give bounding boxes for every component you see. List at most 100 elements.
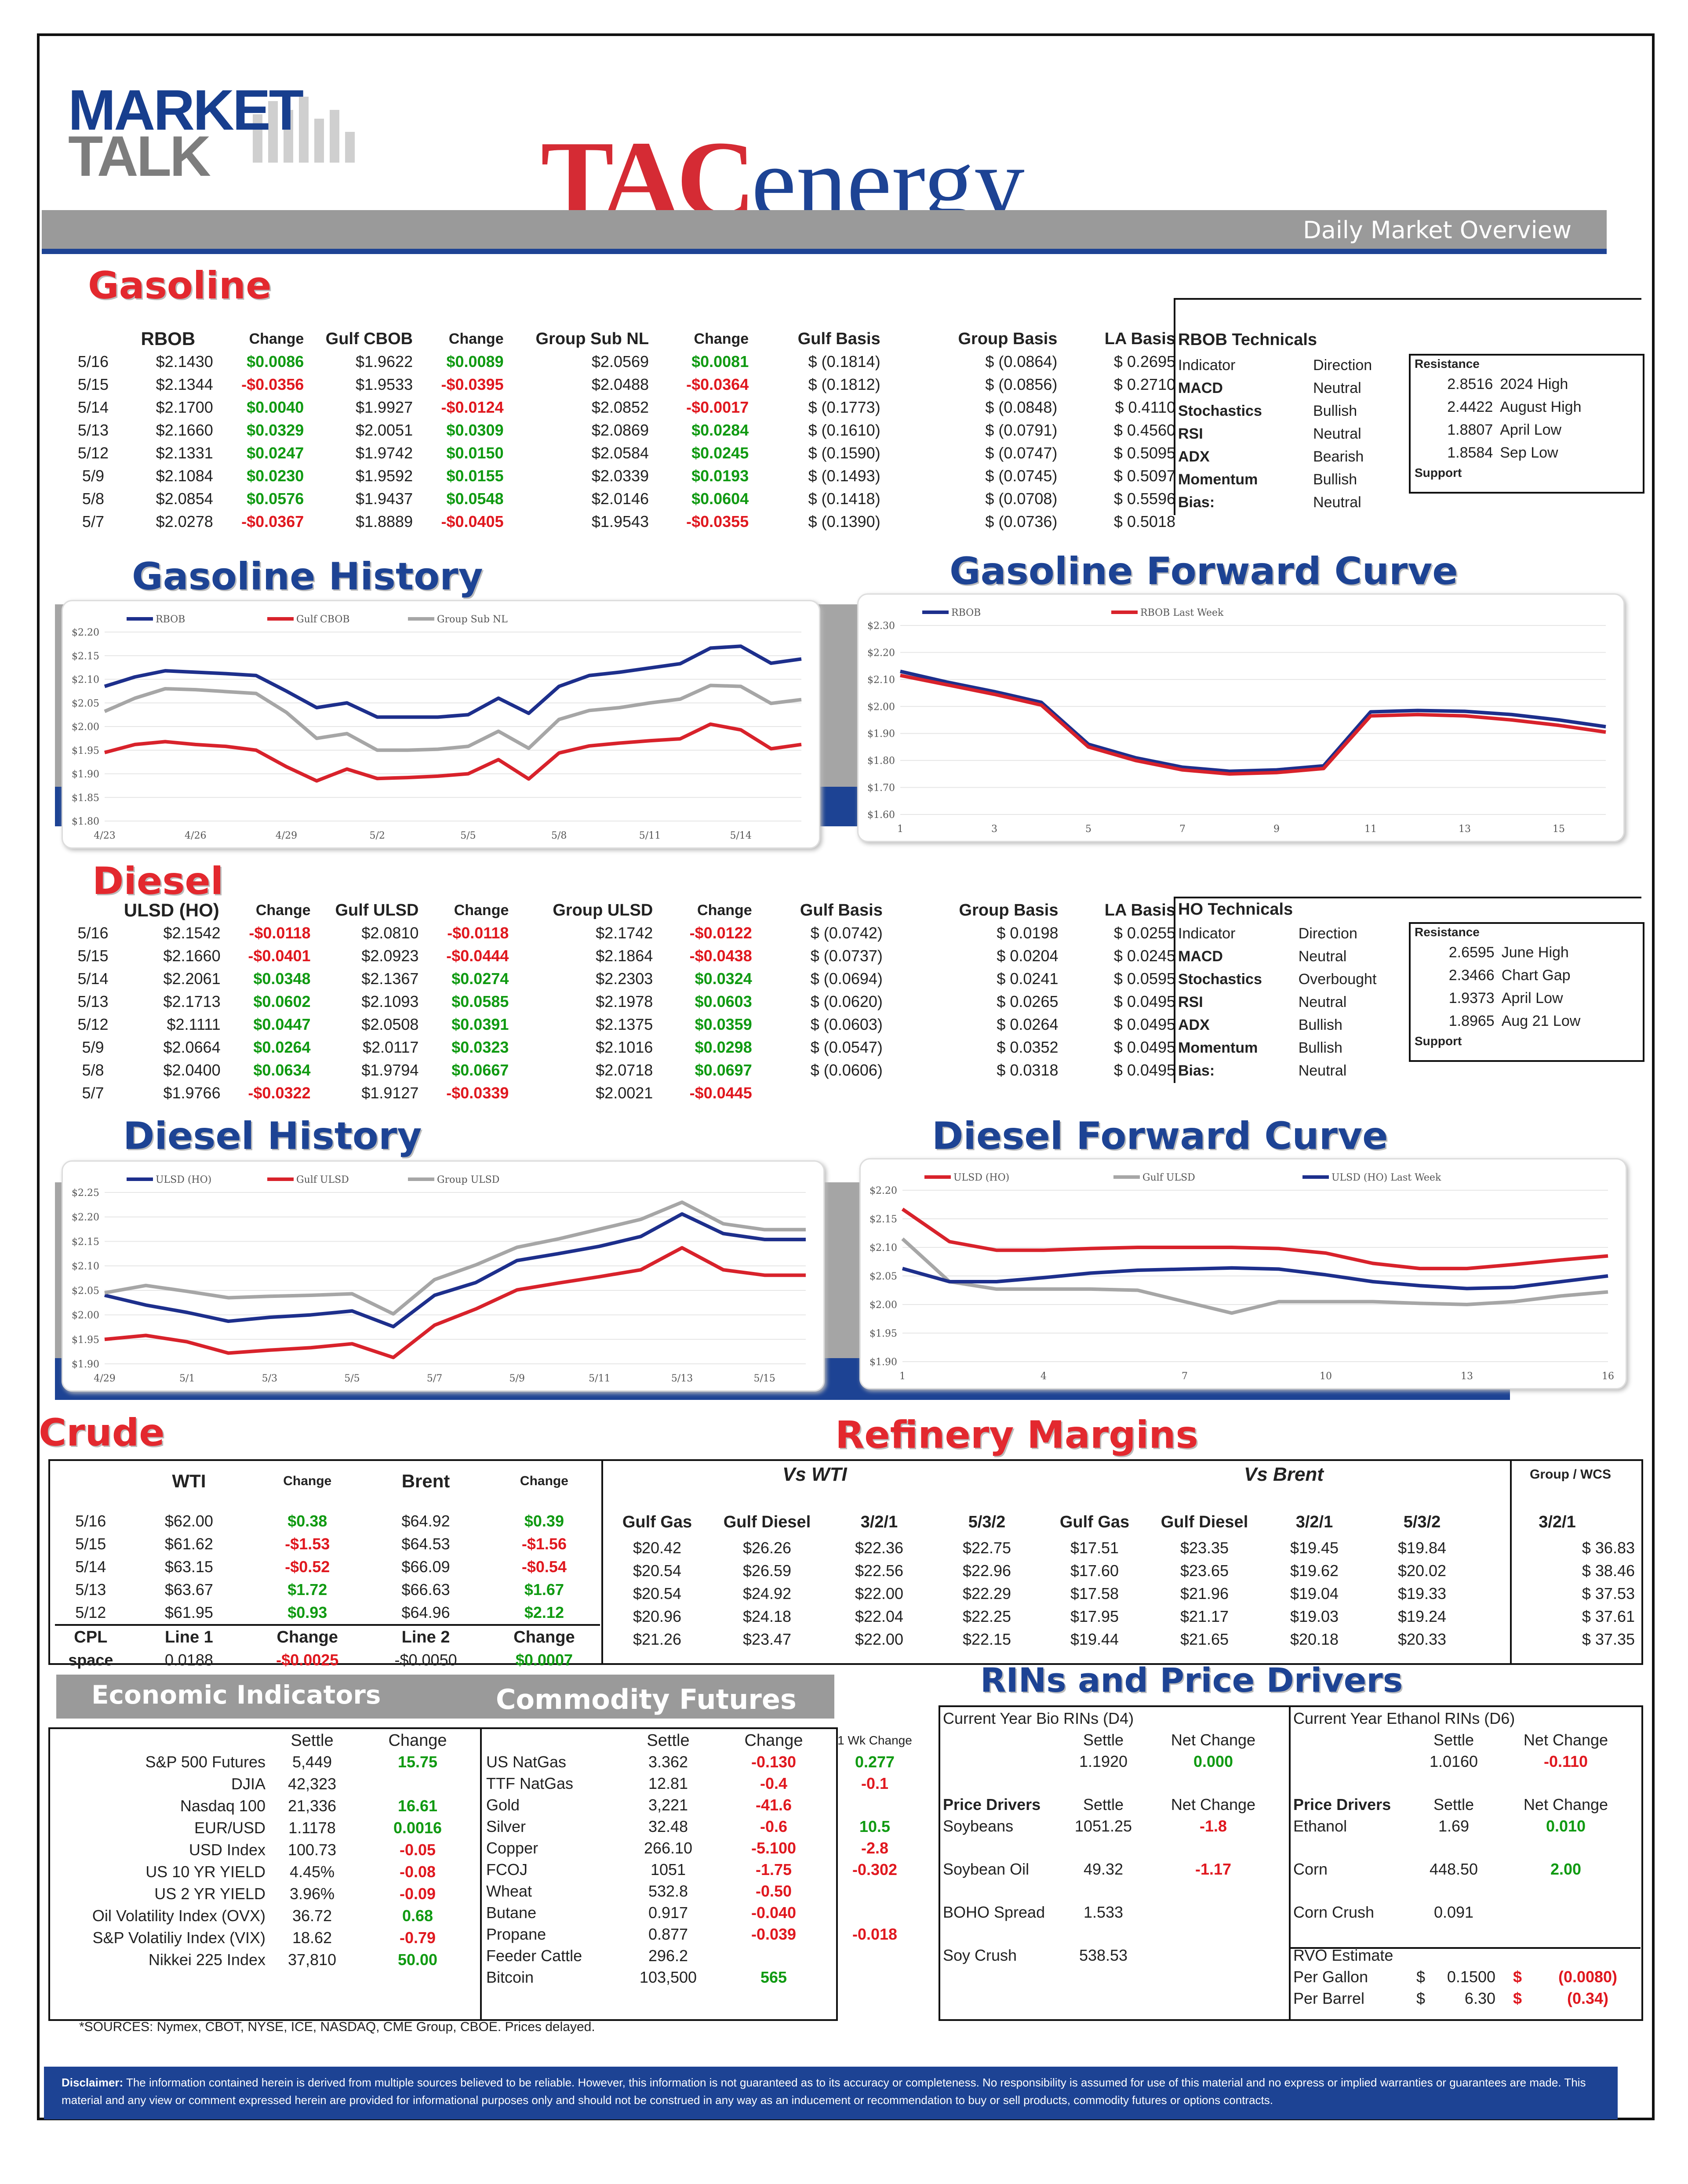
gasoline-title: Gasoline xyxy=(88,264,272,308)
x-tick-label: 5/7 xyxy=(427,1373,442,1384)
x-tick-label: 5/13 xyxy=(671,1373,693,1384)
column-header: Change xyxy=(697,901,752,919)
commodity-change: -5.100 xyxy=(751,1839,797,1857)
x-tick-label: 13 xyxy=(1459,824,1471,835)
gasoline-table: RBOB Change Gulf CBOB Change Group Sub NL Cha… xyxy=(66,327,1178,533)
indicator-settle: 18.62 xyxy=(292,1929,332,1947)
rins-cell: Current Year Bio RINs (D4) xyxy=(943,1709,1134,1727)
table-cell: $ 0.0255 xyxy=(1113,924,1175,942)
space-cell: -$0.0025 xyxy=(276,1651,339,1669)
table-cell: $ 0.0595 xyxy=(1113,970,1175,988)
rins-right: Current Year Ethanol RINs (D6) Settle Net … xyxy=(1293,1708,1638,2009)
x-tick-label: 5/11 xyxy=(639,830,661,841)
table-cell: $0.0309 xyxy=(446,421,504,439)
rins-row xyxy=(943,1923,1286,1944)
commodity-change: -0.039 xyxy=(751,1925,797,1943)
rins-row: Soybean Oil 49.32 -1.17 xyxy=(943,1858,1286,1880)
table-row: 5/16 $62.00 $0.38 $64.92 $0.39 xyxy=(55,1510,600,1533)
table-cell: $ 0.2695 xyxy=(1113,352,1175,371)
column-header xyxy=(66,899,120,922)
rins-row: Settle Net Change xyxy=(943,1729,1286,1751)
table-cell: 5/8 xyxy=(82,1061,104,1079)
column-header: Group Sub NL xyxy=(535,329,649,348)
table-cell: $ 0.5018 xyxy=(1113,512,1175,531)
rins-row: Soybeans 1051.25 -1.8 xyxy=(943,1815,1286,1837)
resistance-label: Resistance xyxy=(1415,925,1480,939)
table-cell: $62.00 xyxy=(164,1512,213,1530)
table-cell: $0.0298 xyxy=(695,1038,752,1056)
rins-row xyxy=(1293,1837,1638,1858)
commodity-name: US NatGas xyxy=(486,1752,567,1771)
table-row: 5/13 $63.67 $1.72 $66.63 $1.67 xyxy=(55,1578,600,1601)
y-tick-label: $2.20 xyxy=(867,647,895,658)
indicator-name: Nasdaq 100 xyxy=(180,1797,266,1815)
table-cell: $2.0508 xyxy=(361,1015,419,1033)
commodity-name: Bitcoin xyxy=(486,1968,534,1986)
table-cell: $2.1331 xyxy=(156,444,213,462)
table-cell: $0.0603 xyxy=(695,992,752,1010)
table-cell: $19.33 xyxy=(1397,1584,1447,1603)
space-cell: 0.0188 xyxy=(164,1651,213,1669)
cpl-header: Line 2 xyxy=(363,1624,488,1649)
table-cell: $ 37.61 xyxy=(1582,1607,1635,1625)
rins-row xyxy=(943,1772,1286,1794)
table-cell: -$0.0355 xyxy=(686,512,749,531)
y-tick-label: $2.00 xyxy=(72,1310,99,1321)
tech-direction: Neutral xyxy=(1313,425,1361,442)
commodity-settle: 103,500 xyxy=(639,1968,697,1986)
table-cell: $0.0247 xyxy=(247,444,304,462)
indicator-name: USD Index xyxy=(189,1841,266,1859)
ho-levels-box xyxy=(1409,922,1644,1062)
table-cell: 5/15 xyxy=(75,1535,106,1553)
column-header: Gulf Gas xyxy=(1059,1512,1130,1531)
market-talk-logo: MARKET TALK xyxy=(64,78,371,193)
commodity-settle: 266.10 xyxy=(644,1839,693,1857)
rins-cell: Soy Crush xyxy=(943,1946,1017,1964)
support-label: Support xyxy=(1415,1034,1462,1048)
table-cell: $1.72 xyxy=(287,1581,327,1599)
table-cell: $ 0.5097 xyxy=(1113,467,1175,485)
tech-direction: Direction xyxy=(1298,925,1357,942)
rins-row: Ethanol 1.69 0.010 xyxy=(1293,1815,1638,1837)
tech-row: Indicator Direction xyxy=(1175,354,1408,377)
header-row: Settle Change xyxy=(53,1730,479,1751)
tech-row: RSI Neutral xyxy=(1175,422,1408,445)
indicator-name: DJIA xyxy=(231,1775,266,1793)
commodity-name: TTF NatGas xyxy=(486,1774,574,1792)
rins-cell: Settle xyxy=(1433,1730,1474,1749)
rins-cell: -1.8 xyxy=(1199,1817,1227,1835)
column-header: Change xyxy=(744,1731,803,1750)
table-cell: $0.0348 xyxy=(253,970,311,988)
table-cell: 5/9 xyxy=(82,467,104,485)
table-cell: $22.36 xyxy=(855,1539,904,1557)
tech-indicator: Stochastics xyxy=(1178,402,1262,419)
rbob-tech-title: RBOB Technicals xyxy=(1178,331,1317,349)
table-cell: $19.62 xyxy=(1290,1562,1339,1580)
table-cell: 5/16 xyxy=(77,352,109,371)
table-cell: $2.0810 xyxy=(361,924,419,942)
x-tick-label: 5/2 xyxy=(370,830,385,841)
gasoline-history-title: Gasoline History xyxy=(132,555,483,599)
table-cell: $19.04 xyxy=(1290,1584,1339,1603)
table-cell: $2.0664 xyxy=(163,1038,221,1056)
x-tick-label: 4/29 xyxy=(276,830,297,841)
y-tick-label: $2.20 xyxy=(72,1212,99,1223)
tech-indicator: MACD xyxy=(1178,948,1223,965)
table-cell: $ (0.0606) xyxy=(810,1061,883,1079)
rbob-tech-table: Indicator Direction MACD Neutral Stochastics… xyxy=(1175,354,1408,514)
table-cell: $1.67 xyxy=(524,1581,564,1599)
x-tick-label: 5/8 xyxy=(551,830,567,841)
table-cell: $2.0146 xyxy=(591,490,649,508)
table-row: USD Index 100.73 -0.05 xyxy=(53,1839,479,1861)
table-cell: 5/15 xyxy=(77,375,109,393)
logo-market: MARKET xyxy=(68,78,304,142)
table-cell: $2.1430 xyxy=(156,352,213,371)
indicator-change: 50.00 xyxy=(397,1951,438,1969)
table-cell: $0.0447 xyxy=(253,1015,311,1033)
divider xyxy=(601,1459,603,1663)
table-cell: 5/12 xyxy=(77,1015,109,1033)
rins-cell: Net Change xyxy=(1523,1795,1608,1813)
tech-row: RSI Neutral xyxy=(1175,991,1408,1014)
cpl-header: CPL xyxy=(55,1624,127,1649)
indicator-name: S&P Volatiliy Index (VIX) xyxy=(92,1929,266,1947)
